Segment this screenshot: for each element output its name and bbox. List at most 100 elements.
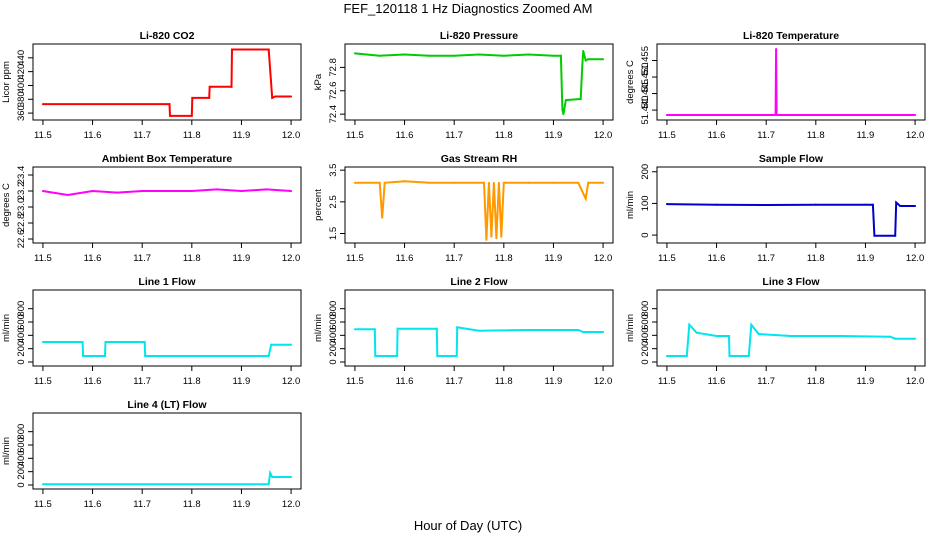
x-tick-label: 11.5 — [658, 253, 676, 264]
data-point — [715, 203, 718, 206]
x-tick-label: 11.8 — [807, 130, 825, 141]
x-tick-label: 11.5 — [346, 376, 364, 387]
series-line — [42, 48, 292, 117]
panel-title: Gas Stream RH — [441, 153, 517, 165]
data-point — [168, 114, 171, 117]
x-tick-label: 12.0 — [906, 253, 925, 264]
y-axis-label: ml/min — [1, 437, 12, 465]
x-tick-label: 11.7 — [757, 376, 775, 387]
data-point — [436, 355, 439, 357]
data-point — [765, 204, 768, 206]
data-point — [103, 355, 106, 357]
data-point — [485, 238, 488, 241]
x-tick-label: 11.6 — [84, 376, 102, 387]
y-axis-label: ml/min — [313, 314, 324, 342]
x-tick-label: 12.0 — [594, 130, 613, 141]
series-line — [42, 341, 292, 357]
data-point — [290, 190, 293, 192]
data-point — [839, 335, 842, 337]
y-tick-label: 0 — [640, 232, 651, 237]
y-tick-label: 400 — [640, 327, 651, 343]
data-point — [82, 355, 85, 357]
data-point — [208, 96, 211, 99]
panel-title: Li-820 Pressure — [440, 30, 518, 42]
plot-frame — [656, 289, 926, 367]
data-point — [41, 103, 44, 106]
data-point — [577, 329, 580, 331]
data-point — [790, 335, 792, 337]
data-point — [584, 59, 587, 62]
data-point — [665, 114, 668, 117]
series-line — [42, 469, 292, 486]
y-tick-label: 100 — [640, 195, 651, 211]
x-tick-label: 11.9 — [233, 499, 251, 510]
y-tick-label: 51.450 — [640, 63, 651, 92]
data-point — [914, 204, 917, 207]
x-tick-label: 11.5 — [34, 253, 52, 264]
panel-title: Sample Flow — [759, 153, 824, 165]
data-point — [502, 54, 505, 57]
data-point — [757, 333, 760, 335]
data-point — [104, 341, 107, 343]
x-axis-label: Hour of Day (UTC) — [413, 518, 523, 533]
data-point — [581, 66, 584, 69]
y-axis-label: ml/min — [625, 191, 636, 219]
panel-gas-stream-rh: Gas Stream RH percent 11.5 11.6 11.7 11.8 11.9… — [313, 153, 614, 264]
panel-title: Line 1 Flow — [138, 276, 196, 288]
series-line — [354, 50, 604, 115]
series-line — [666, 200, 916, 237]
data-point — [190, 114, 193, 117]
plot-frame — [344, 166, 614, 244]
data-point — [895, 201, 898, 204]
panel-title: Li-820 CO2 — [140, 30, 195, 42]
plot-frame — [32, 43, 302, 121]
x-tick-label: 11.6 — [396, 253, 414, 264]
y-tick-label: 200 — [640, 164, 651, 180]
data-point — [497, 181, 500, 184]
data-point — [271, 476, 274, 478]
plot-frame — [656, 43, 926, 121]
data-point — [584, 197, 587, 200]
x-tick-label: 12.0 — [282, 376, 301, 387]
data-point — [564, 99, 567, 102]
data-point — [894, 337, 897, 340]
y-tick-label: 23.2 — [16, 182, 27, 201]
panel-title: Line 3 Flow — [762, 276, 820, 288]
data-point — [688, 323, 691, 326]
data-point — [456, 326, 459, 329]
data-point — [561, 108, 564, 111]
y-tick-label: 0 — [16, 359, 27, 364]
data-point — [495, 237, 498, 240]
data-point — [168, 103, 171, 106]
data-point — [478, 329, 480, 332]
x-tick-label: 11.6 — [84, 499, 102, 510]
x-tick-label: 11.8 — [495, 376, 513, 387]
data-point — [587, 181, 590, 184]
x-tick-label: 11.9 — [857, 253, 875, 264]
y-tick-label: 72.4 — [328, 105, 339, 124]
x-tick-label: 11.5 — [346, 253, 364, 264]
data-point — [889, 335, 892, 338]
x-tick-label: 11.5 — [34, 376, 52, 387]
y-tick-label: 400 — [16, 327, 27, 343]
data-point — [453, 54, 456, 57]
data-point — [552, 54, 555, 57]
data-point — [775, 47, 778, 50]
x-tick-label: 11.5 — [658, 376, 676, 387]
data-point — [381, 216, 384, 219]
y-tick-label: 600 — [640, 314, 651, 330]
data-point — [500, 235, 503, 238]
data-point — [374, 355, 377, 357]
data-point — [527, 329, 530, 331]
y-tick-label: 72.8 — [328, 58, 339, 76]
data-point — [527, 53, 530, 56]
data-point — [353, 181, 356, 184]
x-tick-label: 11.5 — [34, 130, 52, 141]
x-tick-label: 11.6 — [84, 130, 102, 141]
panel-ambient-box-temperature: Ambient Box Temperature degrees C 11.5 11.6… — [1, 153, 302, 264]
data-point — [582, 331, 585, 333]
panel-line-1-flow: Line 1 Flow ml/min 11.5 11.6 11.7 11.8 11.9 12.… — [1, 276, 302, 387]
y-tick-label: 2.5 — [328, 195, 339, 208]
x-tick-label: 11.8 — [183, 376, 201, 387]
x-tick-label: 12.0 — [594, 376, 613, 387]
